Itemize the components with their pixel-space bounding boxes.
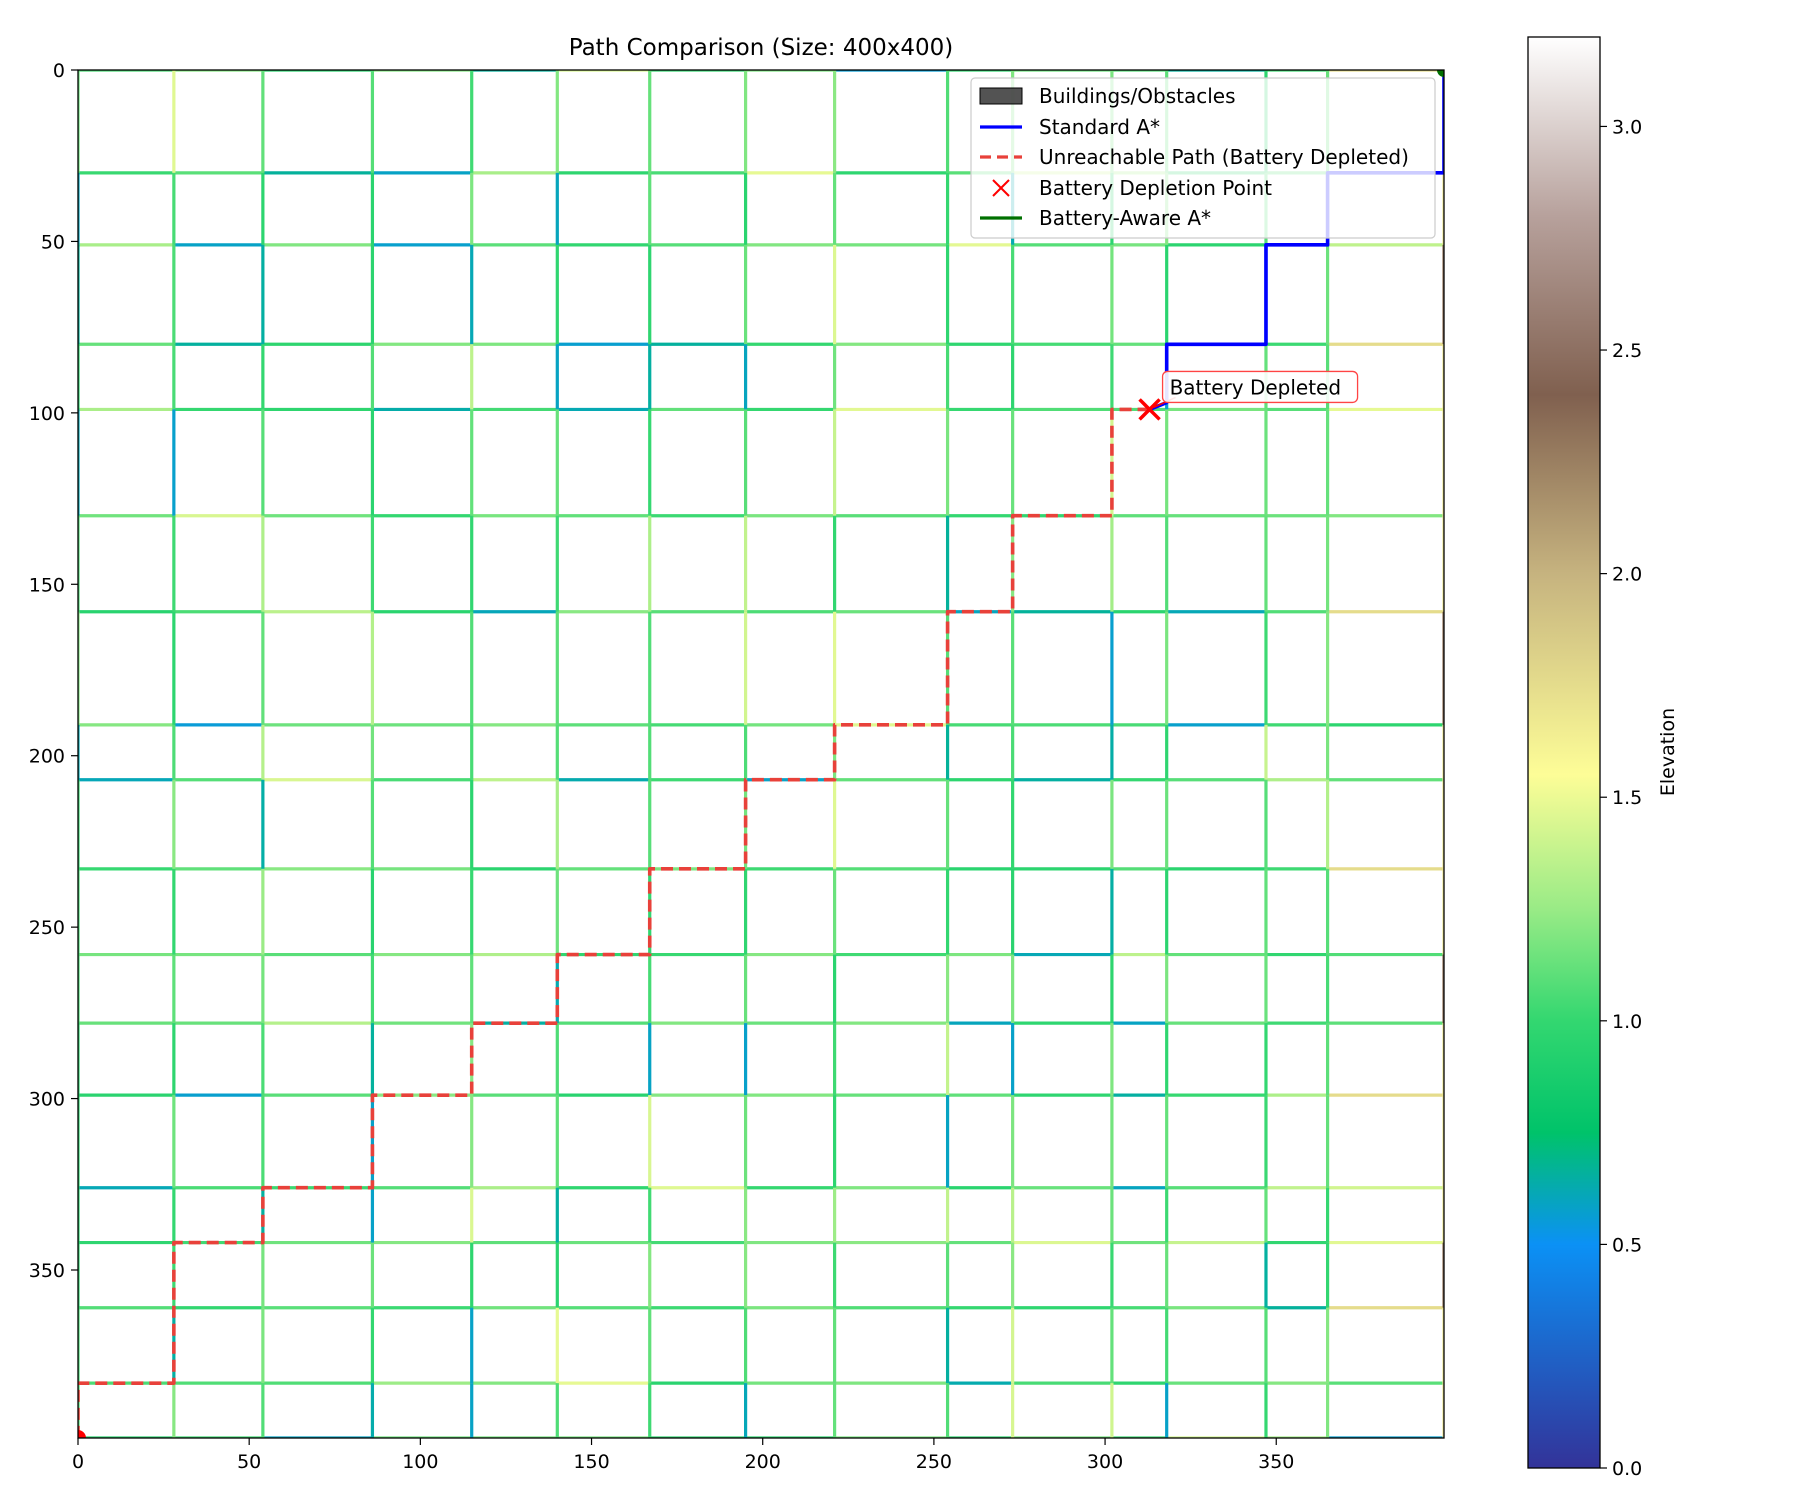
y-tick-label: 350 xyxy=(29,1260,65,1282)
y-axis: 0 50 100 150 200 250 300 350 xyxy=(29,60,78,1282)
x-tick-label: 0 xyxy=(72,1451,84,1473)
y-tick-label: 250 xyxy=(29,917,65,939)
x-tick-label: 250 xyxy=(916,1451,952,1473)
legend-swatch-obstacles xyxy=(979,87,1023,105)
colorbar-ticks: 0.0 0.5 1.0 1.5 2.0 2.5 3.0 xyxy=(1600,116,1642,1480)
colorbar-tick-label: 0.5 xyxy=(1612,1234,1642,1256)
legend-label-battery-aware: Battery-Aware A* xyxy=(1039,206,1211,230)
legend-label-depletion: Battery Depletion Point xyxy=(1039,176,1272,200)
legend-label-unreachable: Unreachable Path (Battery Depleted) xyxy=(1039,145,1409,169)
x-tick-label: 150 xyxy=(573,1451,609,1473)
x-tick-label: 300 xyxy=(1087,1451,1123,1473)
x-tick-label: 200 xyxy=(745,1451,781,1473)
x-tick-label: 50 xyxy=(237,1451,261,1473)
legend-label-standard: Standard A* xyxy=(1039,115,1160,139)
y-tick-label: 300 xyxy=(29,1089,65,1111)
y-tick-label: 0 xyxy=(53,60,65,82)
y-tick-label: 150 xyxy=(29,574,65,596)
colorbar-gradient xyxy=(1528,37,1600,1468)
legend: Buildings/Obstacles Standard A* Unreacha… xyxy=(970,77,1436,239)
y-tick-label: 200 xyxy=(29,746,65,768)
elevation-heatmap xyxy=(78,70,1444,1438)
colorbar-tick-label: 2.0 xyxy=(1612,564,1642,586)
annotation-box xyxy=(1161,370,1359,404)
plot-background xyxy=(78,70,1444,1438)
goal-point xyxy=(1437,70,1444,77)
colorbar-tick-label: 0.0 xyxy=(1612,1458,1642,1480)
x-tick-label: 100 xyxy=(402,1451,438,1473)
plot-area: 0 50 100 150 200 250 300 350 0 50 100 150 200 250 300… xyxy=(29,60,1445,1473)
y-tick-label: 100 xyxy=(29,403,65,425)
chart-title: Path Comparison (Size: 400x400) xyxy=(569,35,954,61)
plot-frame xyxy=(77,69,1445,1439)
depletion-marker xyxy=(1138,398,1161,421)
colorbar-tick-label: 1.0 xyxy=(1612,1011,1642,1033)
x-tick-label: 350 xyxy=(1258,1451,1294,1473)
legend-box xyxy=(970,77,1436,239)
start-point xyxy=(78,1430,86,1438)
legend-label-obstacles: Buildings/Obstacles xyxy=(1039,84,1236,108)
battery-annotation: Battery Depleted xyxy=(1153,370,1359,409)
x-axis: 0 50 100 150 200 250 300 350 xyxy=(72,1438,1294,1473)
colorbar-tick-label: 2.5 xyxy=(1612,340,1642,362)
colorbar: 0.0 0.5 1.0 1.5 2.0 2.5 3.0 Elevation xyxy=(1527,36,1679,1480)
colorbar-label: Elevation xyxy=(1657,708,1679,796)
y-tick-label: 50 xyxy=(41,231,65,253)
unreachable-path-line xyxy=(78,407,1150,1438)
legend-marker-depletion xyxy=(992,179,1010,197)
colorbar-tick-label: 3.0 xyxy=(1612,116,1642,138)
annotation-text: Battery Depleted xyxy=(1170,375,1341,399)
colorbar-tick-label: 1.5 xyxy=(1612,787,1642,809)
colorbar-frame xyxy=(1527,36,1601,1469)
